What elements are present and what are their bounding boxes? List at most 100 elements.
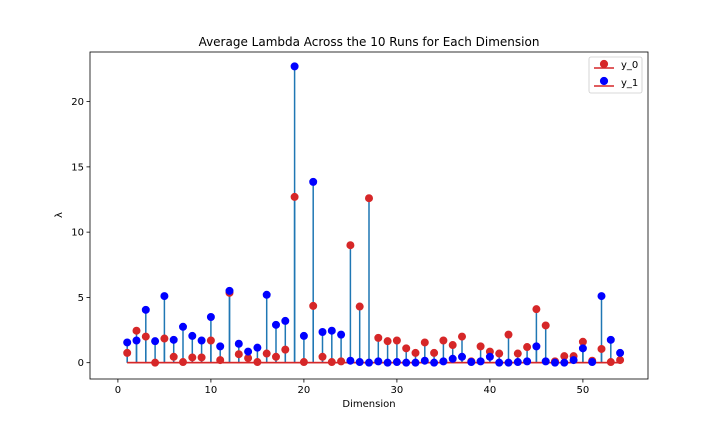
marker-y_0-23 <box>327 358 336 367</box>
marker-y_1-17 <box>271 320 280 329</box>
chart-title: Average Lambda Across the 10 Runs for Ea… <box>199 35 540 49</box>
marker-y_0-10 <box>206 336 215 345</box>
marker-y_1-33 <box>420 356 429 365</box>
marker-y_1-13 <box>234 339 243 348</box>
x-tick-label-40: 40 <box>484 385 497 396</box>
marker-y_1-2 <box>132 336 141 345</box>
y-tick-label-10: 10 <box>71 228 84 239</box>
marker-y_1-15 <box>253 343 262 352</box>
marker-y_0-13 <box>234 350 243 359</box>
marker-y_0-33 <box>420 338 429 347</box>
marker-y_0-2 <box>132 326 141 335</box>
marker-y_1-20 <box>299 331 308 340</box>
marker-y_1-32 <box>411 358 420 367</box>
marker-y_1-22 <box>318 328 327 337</box>
marker-y_1-25 <box>346 356 355 365</box>
x-tick-label-50: 50 <box>577 385 590 396</box>
marker-y_0-19 <box>290 192 299 201</box>
y-tick-label-0: 0 <box>78 358 84 369</box>
x-axis-label: Dimension <box>342 399 395 410</box>
marker-y_1-26 <box>355 358 364 367</box>
x-tick-label-20: 20 <box>298 385 311 396</box>
marker-y_0-44 <box>523 343 532 352</box>
plot-frame <box>89 51 649 380</box>
marker-y_0-48 <box>560 352 569 361</box>
plot-area <box>123 62 625 367</box>
marker-y_0-6 <box>169 352 178 361</box>
marker-y_1-35 <box>439 357 448 366</box>
y-tick-label-20: 20 <box>71 97 84 108</box>
marker-y_1-37 <box>457 352 466 361</box>
marker-y_1-7 <box>178 322 187 331</box>
legend: y_0 y_1 <box>588 56 643 94</box>
marker-y_0-17 <box>271 352 280 361</box>
marker-y_1-40 <box>485 352 494 361</box>
marker-y_1-8 <box>188 331 197 340</box>
marker-y_1-11 <box>216 342 225 351</box>
marker-y_0-21 <box>309 301 318 310</box>
marker-y_0-31 <box>402 344 411 353</box>
marker-y_1-34 <box>430 358 439 367</box>
marker-y_0-28 <box>374 333 383 342</box>
marker-y_0-50 <box>578 337 587 346</box>
marker-y_0-39 <box>476 342 485 351</box>
marker-y_0-5 <box>160 334 169 343</box>
legend-label-y0: y_0 <box>621 60 638 71</box>
marker-y_1-28 <box>374 357 383 366</box>
marker-y_1-27 <box>364 358 373 367</box>
marker-y_0-54 <box>616 356 625 365</box>
marker-y_1-5 <box>160 292 169 301</box>
marker-y_0-14 <box>244 354 253 363</box>
marker-y_0-11 <box>216 356 225 365</box>
marker-y_1-51 <box>588 358 597 367</box>
marker-y_1-47 <box>551 358 560 367</box>
marker-y_1-19 <box>290 62 299 71</box>
marker-y_1-49 <box>569 356 578 365</box>
marker-y_1-9 <box>197 336 206 345</box>
marker-y_1-50 <box>578 344 587 353</box>
marker-y_0-16 <box>262 349 271 358</box>
x-tick-label-10: 10 <box>205 385 218 396</box>
y-axis-label: λ <box>54 212 65 218</box>
marker-y_1-46 <box>541 357 550 366</box>
marker-y_1-1 <box>123 338 132 347</box>
marker-y_1-44 <box>523 357 532 366</box>
marker-y_0-43 <box>513 349 522 358</box>
marker-y_1-16 <box>262 290 271 299</box>
marker-y_1-21 <box>309 177 318 186</box>
marker-y_0-52 <box>597 344 606 353</box>
marker-y_0-32 <box>411 348 420 357</box>
marker-y_1-29 <box>383 358 392 367</box>
marker-y_0-7 <box>178 358 187 367</box>
marker-y_0-1 <box>123 348 132 357</box>
marker-y_1-31 <box>402 358 411 367</box>
x-tick-label-30: 30 <box>391 385 404 396</box>
marker-y_0-8 <box>188 353 197 362</box>
marker-y_0-22 <box>318 352 327 361</box>
marker-y_1-36 <box>448 354 457 363</box>
marker-y_0-45 <box>532 305 541 314</box>
marker-y_0-34 <box>430 348 439 357</box>
marker-y_0-53 <box>606 358 615 367</box>
marker-y_1-48 <box>560 358 569 367</box>
marker-y_1-45 <box>532 342 541 351</box>
marker-y_1-53 <box>606 335 615 344</box>
marker-y_1-42 <box>504 358 513 367</box>
marker-y_0-42 <box>504 330 513 339</box>
marker-y_0-46 <box>541 321 550 330</box>
marker-y_1-3 <box>141 305 150 314</box>
marker-y_0-9 <box>197 353 206 362</box>
marker-y_0-30 <box>392 336 401 345</box>
marker-y_1-43 <box>513 358 522 367</box>
legend-marker-y0 <box>599 59 609 69</box>
marker-y_0-4 <box>151 358 160 367</box>
marker-y_0-37 <box>457 332 466 341</box>
x-tick-label-0: 0 <box>115 385 121 396</box>
marker-y_1-14 <box>244 347 253 356</box>
marker-y_0-3 <box>141 332 150 341</box>
marker-y_1-52 <box>597 292 606 301</box>
marker-y_1-41 <box>495 358 504 367</box>
marker-y_1-23 <box>327 326 336 335</box>
legend-marker-y1 <box>599 76 609 86</box>
marker-y_0-35 <box>439 336 448 345</box>
